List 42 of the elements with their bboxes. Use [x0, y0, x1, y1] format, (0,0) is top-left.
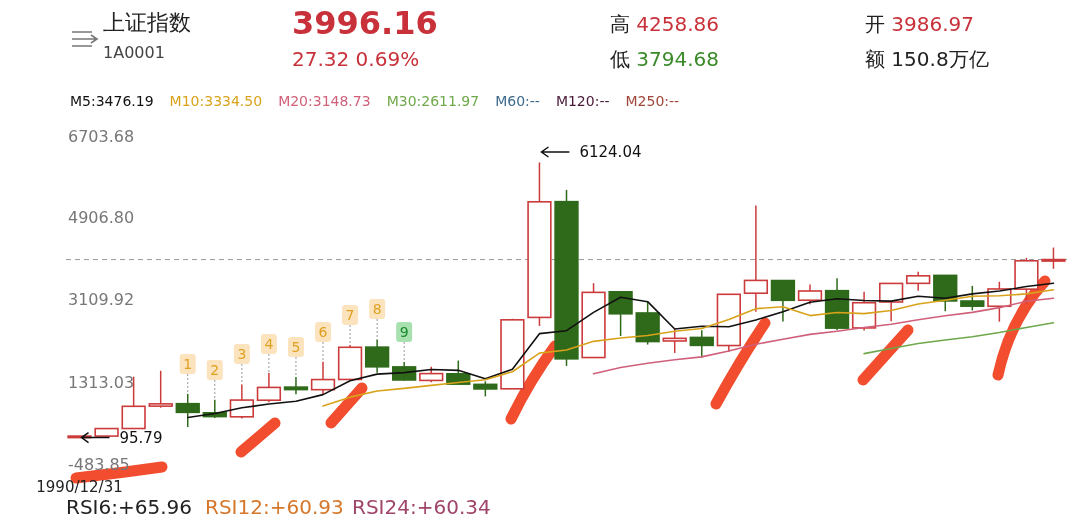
candlestick	[797, 283, 823, 306]
text: RSI6:+65.96	[66, 495, 192, 519]
annotation: 7	[345, 307, 355, 323]
y-tick-label: 3109.92	[68, 290, 135, 310]
text: 高 4258.86	[610, 12, 720, 36]
text: 开 3986.97	[865, 12, 975, 36]
annotation: 6	[318, 324, 328, 340]
candlestick	[175, 393, 200, 428]
annotation: 5	[291, 339, 301, 355]
text: 27.32 0.69%	[292, 47, 420, 71]
candlestick	[310, 361, 336, 395]
candlestick	[148, 370, 173, 409]
candlestick	[906, 270, 931, 292]
x-tick-label: 1990/12/31	[36, 478, 123, 496]
candlestick	[770, 279, 796, 323]
candlestick	[608, 290, 633, 337]
candlestick	[689, 329, 714, 359]
candlestick	[1041, 246, 1066, 270]
candlestick	[283, 376, 309, 396]
annotation: 95.79	[119, 428, 163, 447]
legend: M5:3476.19 M10:3334.50 M20:3148.73 M30:2611.97 M60:-- M120:-- M250:--	[70, 93, 680, 109]
annotation: 8	[372, 301, 382, 317]
text: RSI12:+60.93	[205, 495, 344, 519]
text: RSI24:+60.34	[352, 495, 491, 519]
candlestick	[960, 285, 985, 312]
candlestick	[743, 204, 769, 313]
y-tick-label: 4906.80	[68, 208, 135, 228]
text: 额 150.8万亿	[865, 47, 989, 71]
annotation: 4	[264, 336, 274, 352]
annotation: 9	[399, 324, 409, 340]
text: 3996.16	[292, 4, 438, 42]
candlestick	[256, 372, 282, 403]
y-tick-label: 1313.03	[68, 372, 135, 392]
text: 低 3794.68	[610, 47, 720, 71]
annotation: 2	[210, 362, 220, 378]
y-tick-label: -483.85	[68, 454, 130, 474]
y-tick-label: 6703.68	[68, 126, 135, 146]
annotation: 6124.04	[579, 143, 642, 161]
annotation: 3	[237, 346, 247, 362]
candlestick	[662, 328, 687, 354]
title: 上证指数 1A0001	[103, 10, 191, 62]
annotation: 1	[183, 356, 193, 372]
